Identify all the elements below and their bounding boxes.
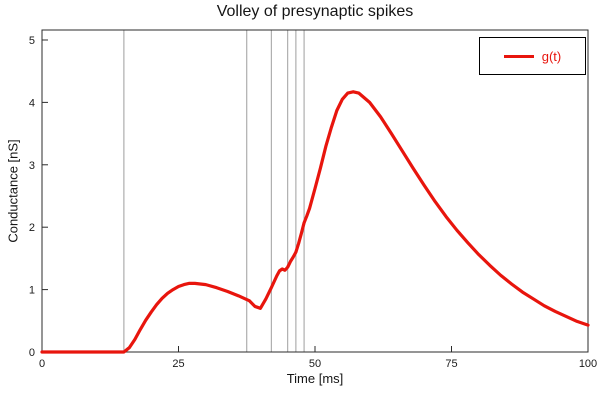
y-tick-label: 5 [29, 35, 35, 47]
legend-label: g(t) [541, 48, 562, 64]
x-axis-label: Time [ms] [286, 371, 344, 386]
conductance-curve [40, 90, 590, 354]
legend: g(t) [479, 37, 586, 75]
y-tick-label: 3 [29, 160, 35, 172]
y-tick-label: 1 [29, 285, 35, 297]
chart-title: Volley of presynaptic spikes [216, 3, 414, 20]
x-tick-label: 75 [445, 358, 457, 370]
x-tick-label: 0 [39, 358, 45, 370]
x-tick-label: 100 [579, 358, 597, 370]
x-tick-label: 25 [172, 358, 184, 370]
y-tick-label: 0 [29, 347, 35, 359]
x-tick-label: 50 [309, 358, 321, 370]
y-tick-label: 2 [29, 222, 35, 234]
legend-line-swatch [503, 54, 534, 58]
y-tick-label: 4 [29, 97, 35, 109]
